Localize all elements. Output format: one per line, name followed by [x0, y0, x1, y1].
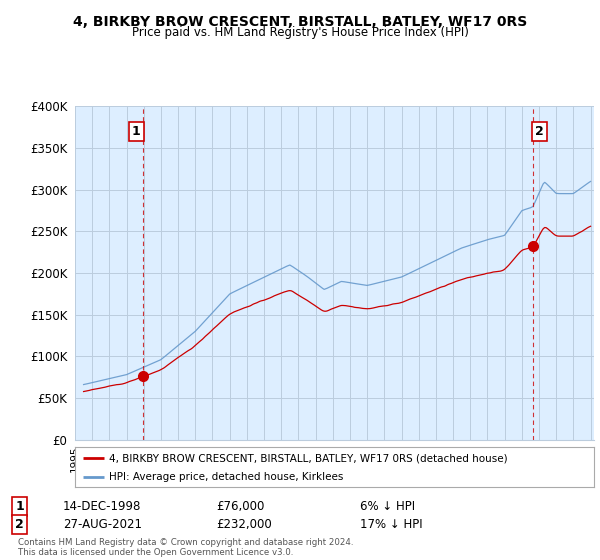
Text: 4, BIRKBY BROW CRESCENT, BIRSTALL, BATLEY, WF17 0RS: 4, BIRKBY BROW CRESCENT, BIRSTALL, BATLE…	[73, 15, 527, 29]
Text: 1: 1	[16, 500, 24, 513]
Text: Price paid vs. HM Land Registry's House Price Index (HPI): Price paid vs. HM Land Registry's House …	[131, 26, 469, 39]
Text: 4, BIRKBY BROW CRESCENT, BIRSTALL, BATLEY, WF17 0RS (detached house): 4, BIRKBY BROW CRESCENT, BIRSTALL, BATLE…	[109, 453, 508, 463]
Text: Contains HM Land Registry data © Crown copyright and database right 2024.
This d: Contains HM Land Registry data © Crown c…	[18, 538, 353, 557]
Text: 14-DEC-1998: 14-DEC-1998	[63, 500, 142, 513]
Text: £232,000: £232,000	[216, 518, 272, 531]
Text: 27-AUG-2021: 27-AUG-2021	[63, 518, 142, 531]
Text: HPI: Average price, detached house, Kirklees: HPI: Average price, detached house, Kirk…	[109, 472, 343, 482]
Text: £76,000: £76,000	[216, 500, 265, 513]
Text: 6% ↓ HPI: 6% ↓ HPI	[360, 500, 415, 513]
Text: 17% ↓ HPI: 17% ↓ HPI	[360, 518, 422, 531]
Text: 1: 1	[132, 125, 140, 138]
Text: 2: 2	[16, 518, 24, 531]
Text: 2: 2	[535, 125, 544, 138]
